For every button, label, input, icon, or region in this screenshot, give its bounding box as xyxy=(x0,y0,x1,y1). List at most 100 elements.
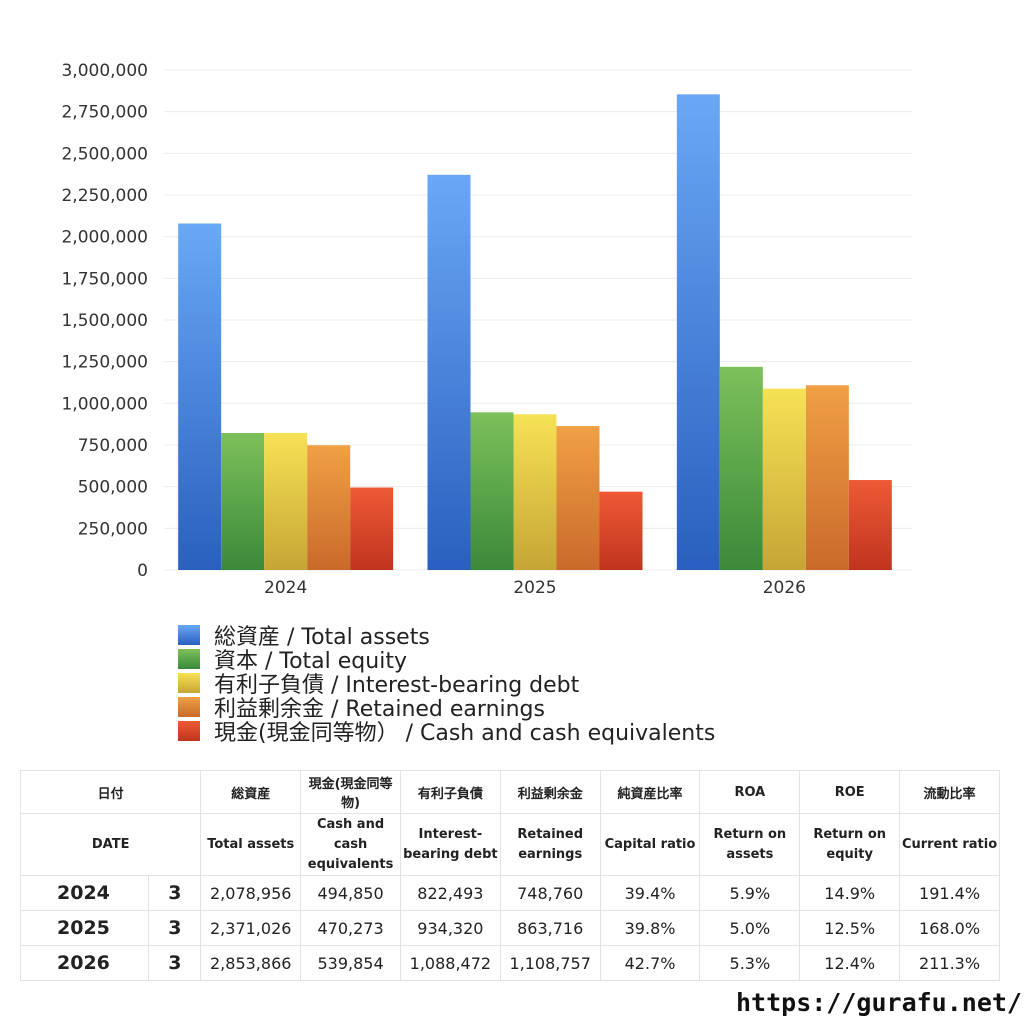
header-cell: 現金(現金同等物) xyxy=(300,770,401,814)
legend-item: 資本 / Total equity xyxy=(178,647,715,674)
legend-label: 有利子負債 / Interest-bearing debt xyxy=(214,673,580,698)
capital-ratio-cell: 39.4% xyxy=(599,875,701,911)
legend-swatch xyxy=(178,625,200,645)
debt-cell: 1,088,472 xyxy=(399,945,501,981)
y-tick-label: 1,250,000 xyxy=(61,353,148,373)
legend-label: 総資産 / Total assets xyxy=(214,625,430,650)
y-axis-ticks: 0 250,000 500,000 750,000 1,000,000 1,250,000… xyxy=(61,61,148,581)
header-cell: Current ratio xyxy=(899,813,1000,876)
header-cell: ROA xyxy=(699,770,801,814)
site-url[interactable]: https://gurafu.net/ xyxy=(736,988,1022,1017)
roa-cell: 5.3% xyxy=(699,945,801,981)
roe-cell: 12.5% xyxy=(799,910,901,946)
financial-table: 日付 総資産 現金(現金同等物) 有利子負債 利益剰余金 純資産比率 ROA R… xyxy=(19,770,1000,981)
roe-cell: 12.4% xyxy=(799,945,901,981)
bar xyxy=(762,388,806,570)
header-cell: ROE xyxy=(799,770,901,814)
retained-earnings-cell: 748,760 xyxy=(499,875,601,911)
y-tick-label: 0 xyxy=(137,561,148,581)
bar xyxy=(307,445,351,570)
debt-cell: 822,493 xyxy=(399,875,501,911)
legend-label: 現金(現金同等物） / Cash and cash equivalents xyxy=(214,721,716,746)
bar xyxy=(805,385,849,570)
legend-swatch xyxy=(178,649,200,669)
date-cell: 2026 xyxy=(19,945,150,981)
y-tick-label: 250,000 xyxy=(78,519,148,539)
bar xyxy=(427,174,471,571)
y-tick-label: 2,750,000 xyxy=(61,103,148,123)
roa-cell: 5.9% xyxy=(699,875,801,911)
bar xyxy=(848,480,892,570)
total-assets-cell: 2,853,866 xyxy=(200,945,302,981)
table-header-ja: 日付 総資産 現金(現金同等物) 有利子負債 利益剰余金 純資産比率 ROA R… xyxy=(19,770,1000,814)
bar xyxy=(264,432,308,570)
bar xyxy=(719,366,763,570)
y-tick-label: 1,750,000 xyxy=(61,269,148,289)
y-tick-label: 750,000 xyxy=(78,436,148,456)
month-cell: 3 xyxy=(148,945,202,981)
debt-cell: 934,320 xyxy=(399,910,501,946)
y-tick-label: 2,000,000 xyxy=(61,228,148,248)
legend: 総資産 / Total assets 資本 / Total equity 有利子… xyxy=(178,623,715,746)
legend-item: 総資産 / Total assets xyxy=(178,623,715,650)
x-tick-label: 2025 xyxy=(513,578,556,598)
header-cell: Interest-bearing debt xyxy=(399,813,501,876)
y-tick-label: 3,000,000 xyxy=(61,61,148,81)
cash-cell: 470,273 xyxy=(300,910,401,946)
bar xyxy=(350,487,394,570)
y-tick-label: 500,000 xyxy=(78,478,148,498)
header-cell: 流動比率 xyxy=(899,770,1000,814)
retained-earnings-cell: 863,716 xyxy=(499,910,601,946)
header-cell: 総資産 xyxy=(200,770,302,814)
header-cell: 純資産比率 xyxy=(599,770,701,814)
date-cell: 2024 xyxy=(19,875,150,911)
table-row: 2025 3 2,371,026 470,273 934,320 863,716… xyxy=(19,910,1000,946)
header-cell: Return on equity xyxy=(799,813,901,876)
current-ratio-cell: 211.3% xyxy=(899,945,1000,981)
header-cell: Return on assets xyxy=(699,813,801,876)
roa-cell: 5.0% xyxy=(699,910,801,946)
legend-label: 利益剰余金 / Retained earnings xyxy=(214,697,545,722)
legend-item: 利益剰余金 / Retained earnings xyxy=(178,695,715,722)
x-axis-ticks: 2024 2025 2026 xyxy=(264,578,806,598)
date-cell: 2025 xyxy=(19,910,150,946)
current-ratio-cell: 168.0% xyxy=(899,910,1000,946)
bar xyxy=(221,433,265,570)
cash-cell: 494,850 xyxy=(300,875,401,911)
header-cell: 有利子負債 xyxy=(399,770,501,814)
bars xyxy=(178,94,892,571)
x-tick-label: 2024 xyxy=(264,578,307,598)
y-tick-label: 1,500,000 xyxy=(61,311,148,331)
capital-ratio-cell: 39.8% xyxy=(599,910,701,946)
bar-chart: 0 250,000 500,000 750,000 1,000,000 1,250,000… xyxy=(61,61,912,598)
table-row: 2026 3 2,853,866 539,854 1,088,472 1,108… xyxy=(19,945,1000,981)
legend-item: 有利子負債 / Interest-bearing debt xyxy=(178,671,715,698)
header-cell: DATE xyxy=(19,813,202,876)
legend-item: 現金(現金同等物） / Cash and cash equivalents xyxy=(178,719,715,746)
y-tick-label: 2,250,000 xyxy=(61,186,148,206)
bar xyxy=(676,94,720,571)
roe-cell: 14.9% xyxy=(799,875,901,911)
legend-swatch xyxy=(178,673,200,693)
bar xyxy=(556,426,600,570)
y-tick-label: 2,500,000 xyxy=(61,144,148,164)
header-cell: 利益剰余金 xyxy=(499,770,601,814)
bar xyxy=(599,491,643,570)
header-cell: Total assets xyxy=(200,813,302,876)
bar xyxy=(470,412,514,570)
retained-earnings-cell: 1,108,757 xyxy=(499,945,601,981)
legend-swatch xyxy=(178,721,200,741)
month-cell: 3 xyxy=(148,875,202,911)
legend-swatch xyxy=(178,697,200,717)
cash-cell: 539,854 xyxy=(300,945,401,981)
legend-label: 資本 / Total equity xyxy=(214,649,407,674)
header-cell: 日付 xyxy=(19,770,202,814)
bar xyxy=(178,223,222,571)
month-cell: 3 xyxy=(148,910,202,946)
y-tick-label: 1,000,000 xyxy=(61,394,148,414)
current-ratio-cell: 191.4% xyxy=(899,875,1000,911)
total-assets-cell: 2,371,026 xyxy=(200,910,302,946)
x-tick-label: 2026 xyxy=(763,578,806,598)
table-header-en: DATE Total assets Cash and cash equivale… xyxy=(19,813,1000,876)
header-cell: Retained earnings xyxy=(499,813,601,876)
